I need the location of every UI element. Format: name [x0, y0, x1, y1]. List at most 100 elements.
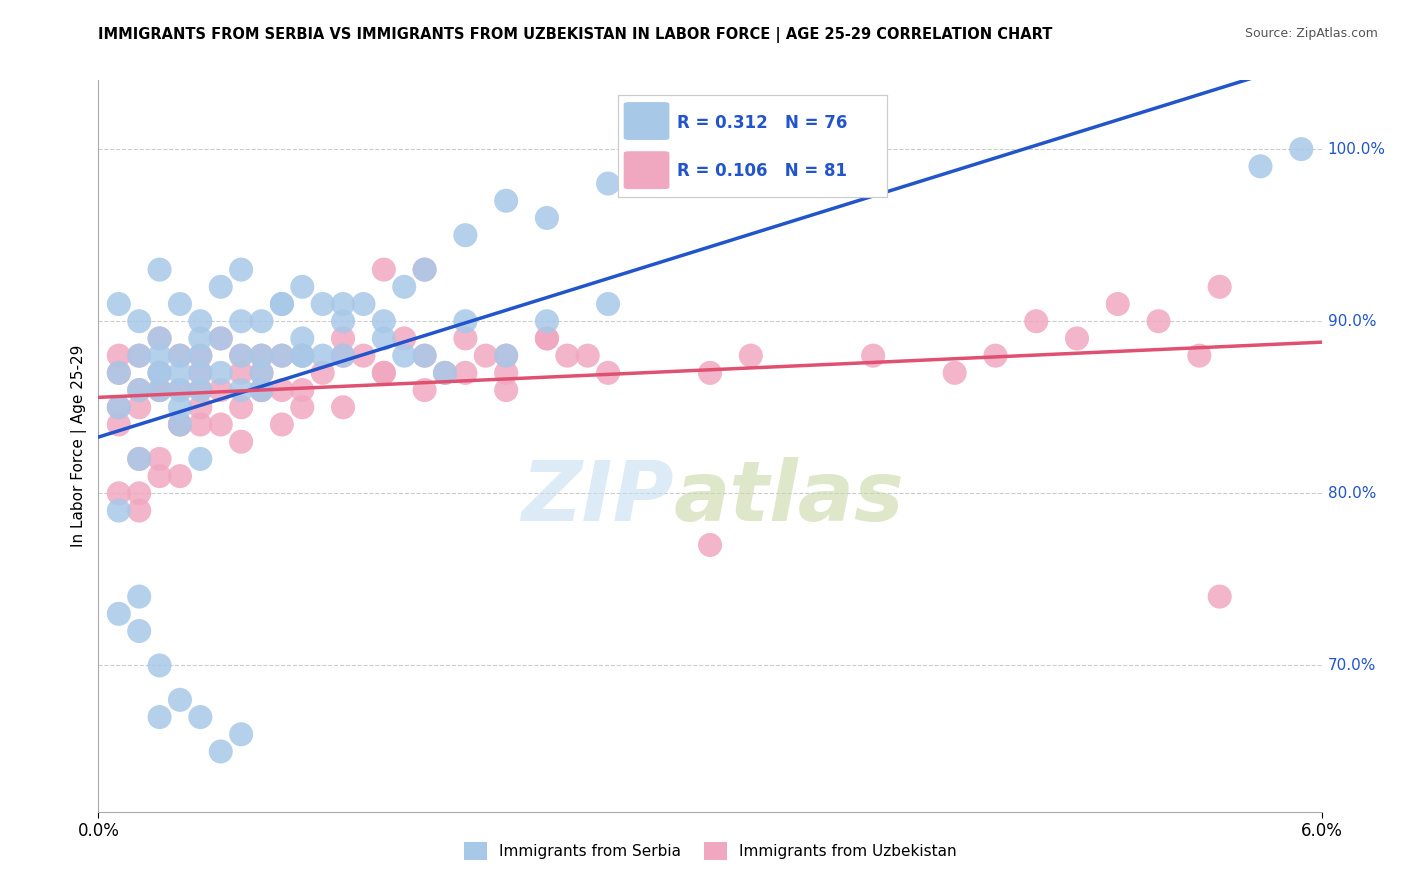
Point: [1188, 349, 1211, 363]
Legend: Immigrants from Serbia, Immigrants from Uzbekistan: Immigrants from Serbia, Immigrants from …: [457, 836, 963, 866]
Point: [149, 469, 172, 483]
Point: [495, 349, 517, 363]
Point: [188, 401, 212, 415]
Text: 100.0%: 100.0%: [1327, 142, 1386, 157]
Point: [149, 383, 172, 397]
Point: [454, 366, 477, 380]
Point: [1147, 314, 1170, 328]
Point: [128, 486, 150, 500]
Point: [332, 349, 354, 363]
Point: [108, 401, 131, 415]
Point: [291, 401, 314, 415]
Point: [250, 383, 273, 397]
Point: [209, 366, 232, 380]
Point: [250, 349, 273, 363]
Point: [169, 383, 191, 397]
Point: [231, 401, 253, 415]
Point: [291, 383, 314, 397]
Point: [128, 451, 150, 466]
Point: [495, 194, 517, 208]
Point: [169, 417, 191, 432]
Point: [862, 349, 884, 363]
Point: [169, 349, 191, 363]
Point: [188, 349, 212, 363]
Point: [128, 503, 150, 517]
Point: [169, 383, 191, 397]
Point: [454, 331, 477, 345]
Point: [128, 383, 150, 397]
Point: [270, 297, 292, 311]
Point: [699, 366, 721, 380]
Point: [332, 331, 354, 345]
Point: [576, 349, 599, 363]
Point: [536, 314, 558, 328]
Text: 90.0%: 90.0%: [1327, 314, 1376, 329]
Point: [149, 383, 172, 397]
Point: [495, 349, 517, 363]
Point: [413, 349, 436, 363]
Point: [149, 331, 172, 345]
Text: IMMIGRANTS FROM SERBIA VS IMMIGRANTS FROM UZBEKISTAN IN LABOR FORCE | AGE 25-29 : IMMIGRANTS FROM SERBIA VS IMMIGRANTS FRO…: [98, 27, 1053, 43]
Point: [231, 349, 253, 363]
Point: [149, 451, 172, 466]
Point: [474, 349, 498, 363]
Point: [209, 331, 232, 345]
Point: [373, 314, 395, 328]
Point: [128, 590, 150, 604]
Point: [1208, 590, 1232, 604]
Point: [392, 280, 416, 294]
Point: [1208, 280, 1232, 294]
Point: [352, 297, 374, 311]
Point: [250, 366, 273, 380]
Point: [413, 262, 436, 277]
Point: [1066, 331, 1088, 345]
Point: [433, 366, 456, 380]
Point: [311, 297, 335, 311]
Point: [149, 349, 172, 363]
Point: [188, 366, 212, 380]
Point: [169, 366, 191, 380]
Point: [188, 451, 212, 466]
Point: [108, 366, 131, 380]
Point: [128, 314, 150, 328]
Point: [231, 314, 253, 328]
Point: [598, 297, 620, 311]
Point: [291, 349, 314, 363]
Point: [332, 297, 354, 311]
Point: [1025, 314, 1047, 328]
Point: [250, 349, 273, 363]
Point: [352, 349, 374, 363]
Point: [250, 366, 273, 380]
Point: [250, 383, 273, 397]
Point: [536, 211, 558, 225]
Point: [108, 401, 131, 415]
Point: [373, 331, 395, 345]
Point: [413, 262, 436, 277]
Point: [188, 314, 212, 328]
Point: [598, 366, 620, 380]
Point: [413, 349, 436, 363]
Point: [332, 401, 354, 415]
Point: [169, 693, 191, 707]
Point: [108, 366, 131, 380]
Point: [108, 503, 131, 517]
Point: [332, 349, 354, 363]
Point: [373, 262, 395, 277]
Point: [1107, 297, 1129, 311]
Point: [943, 366, 966, 380]
Y-axis label: In Labor Force | Age 25-29: In Labor Force | Age 25-29: [72, 345, 87, 547]
Point: [373, 366, 395, 380]
Point: [291, 331, 314, 345]
Point: [270, 417, 292, 432]
Point: [332, 314, 354, 328]
Text: Source: ZipAtlas.com: Source: ZipAtlas.com: [1244, 27, 1378, 40]
Point: [149, 331, 172, 345]
Point: [188, 710, 212, 724]
Point: [231, 383, 253, 397]
Point: [270, 349, 292, 363]
Point: [128, 383, 150, 397]
Text: ZIP: ZIP: [520, 457, 673, 538]
Point: [231, 366, 253, 380]
Point: [108, 349, 131, 363]
Point: [231, 434, 253, 449]
